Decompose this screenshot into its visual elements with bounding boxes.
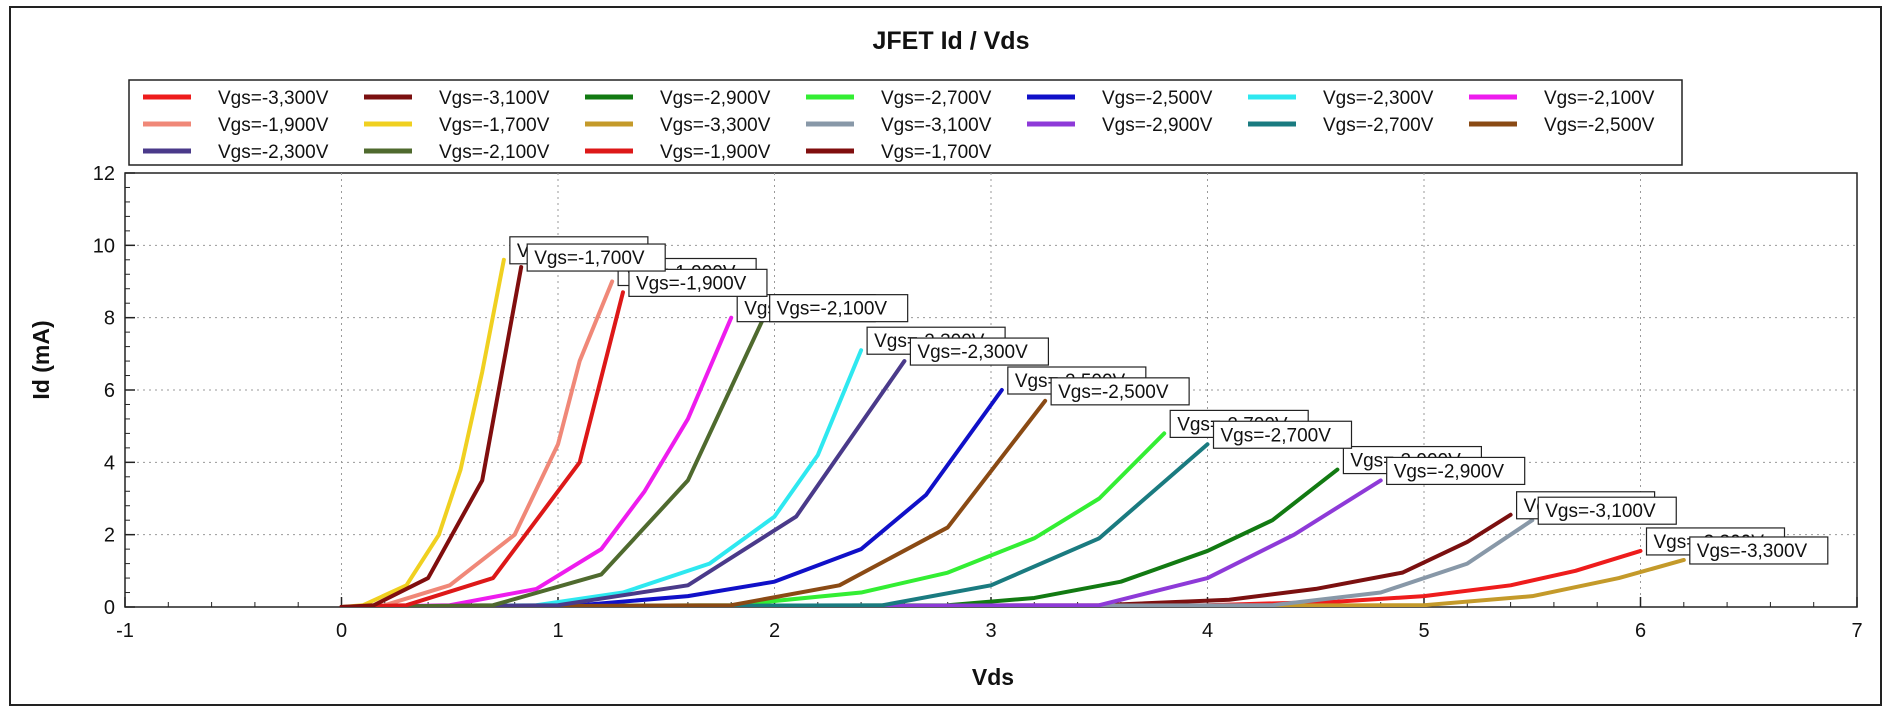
legend-item: Vgs=-2,100V: [364, 142, 550, 163]
x-tick-label: 6: [1635, 620, 1646, 642]
y-tick-label: 2: [104, 525, 115, 547]
x-tick-label: -1: [116, 620, 134, 642]
legend-label: Vgs=-3,100V: [439, 88, 550, 109]
legend-label: Vgs=-2,100V: [1544, 88, 1655, 109]
label-text: Vgs=-2,500V: [1058, 382, 1169, 403]
series-line: [339, 431, 1167, 607]
label-text: Vgs=-2,900V: [1394, 461, 1505, 482]
label-box: [1689, 536, 1829, 565]
y-tick-label: 8: [104, 308, 115, 330]
legend-label: Vgs=-3,100V: [881, 115, 992, 136]
series-end-label: Vgs=-3,300V: [1689, 536, 1829, 565]
legend-label: Vgs=-1,700V: [439, 115, 550, 136]
legend-item: Vgs=-3,300V: [585, 115, 771, 136]
legend-item: Vgs=-2,100V: [1469, 88, 1655, 109]
label-text: Vgs=-1,700V: [534, 248, 645, 269]
legend: Vgs=-3,300V Vgs=-3,100V Vgs=-2,900V Vgs=-2,…: [128, 79, 1683, 166]
label-text: Vgs=-3,300V: [1697, 541, 1808, 562]
label-text: Vgs=-2,100V: [777, 299, 888, 320]
legend-item: Vgs=-2,700V: [1248, 115, 1434, 136]
series-end-label: Vgs=-2,300V: [909, 337, 1050, 366]
legend-item: Vgs=-2,300V: [143, 142, 329, 163]
series-end-label: Vgs=-3,100V: [1537, 496, 1677, 525]
series-end-label: Vgs=-2,900V: [1386, 456, 1526, 486]
legend-label: Vgs=-2,300V: [218, 142, 329, 163]
legend-item: Vgs=-2,300V: [1248, 88, 1434, 109]
legend-item: Vgs=-2,700V: [806, 88, 992, 109]
legend-item: Vgs=-1,700V: [806, 142, 992, 163]
chart-title: JFET Id / Vds: [873, 27, 1030, 55]
legend-label: Vgs=-2,900V: [660, 88, 771, 109]
y-tick-label: 10: [93, 235, 115, 257]
label-text: Vgs=-1,900V: [636, 273, 747, 294]
series-line: [339, 265, 524, 607]
y-tick-label: 12: [93, 163, 115, 185]
legend-label: Vgs=-2,700V: [881, 88, 992, 109]
series-line: [339, 398, 1048, 607]
legend-item: Vgs=-2,500V: [1469, 115, 1655, 136]
legend-item: Vgs=-3,300V: [143, 88, 329, 109]
series-line: [339, 290, 625, 607]
x-tick-label: 1: [552, 620, 563, 642]
legend-label: Vgs=-1,700V: [881, 142, 992, 163]
data-labels: Vgs=-3,300V Vgs=-3,100V Vgs=-2,900V Vgs=-2,…: [509, 236, 1829, 565]
y-tick-label: 6: [104, 380, 115, 402]
legend-label: Vgs=-2,700V: [1323, 115, 1434, 136]
series-end-label: Vgs=-2,100V: [769, 294, 909, 323]
series-end-label: Vgs=-1,700V: [526, 243, 666, 272]
y-tick-label: 0: [104, 597, 115, 619]
label-box: [1212, 420, 1353, 449]
chart-frame: JFET Id / Vds Vgs=-3,300V Vgs=-3,100V Vgs=…: [9, 6, 1882, 706]
legend-item: Vgs=-3,100V: [806, 115, 992, 136]
y-tick-label: 4: [104, 452, 115, 474]
legend-label: Vgs=-2,300V: [1323, 88, 1434, 109]
legend-label: Vgs=-2,500V: [1102, 88, 1213, 109]
legend-item: Vgs=-1,900V: [585, 142, 771, 163]
x-tick-label: 0: [336, 620, 347, 642]
series-line: [339, 315, 766, 607]
label-text: Vgs=-2,300V: [917, 342, 1028, 363]
series-end-label: Vgs=-2,500V: [1050, 377, 1190, 406]
legend-label: Vgs=-3,300V: [218, 88, 329, 109]
legend-item: Vgs=-2,900V: [585, 88, 771, 109]
legend-item: Vgs=-2,900V: [1027, 115, 1213, 136]
x-tick-label: 7: [1851, 620, 1862, 642]
legend-label: Vgs=-1,900V: [660, 142, 771, 163]
label-box: [1537, 496, 1677, 525]
label-box: [1050, 377, 1190, 406]
legend-label: Vgs=-2,100V: [439, 142, 550, 163]
series-line: [339, 279, 615, 607]
x-axis-label: Vds: [972, 664, 1014, 690]
label-box: [909, 337, 1050, 366]
series-end-label: Vgs=-1,900V: [628, 268, 768, 297]
legend-label: Vgs=-3,300V: [660, 115, 771, 136]
x-tick-label: 2: [769, 620, 780, 642]
label-box: [526, 243, 666, 272]
label-box: [628, 268, 768, 297]
legend-label: Vgs=-2,500V: [1544, 115, 1655, 136]
legend-item: Vgs=-1,700V: [364, 115, 550, 136]
label-box: [1386, 456, 1526, 486]
legend-item: Vgs=-3,100V: [364, 88, 550, 109]
label-text: Vgs=-3,100V: [1545, 501, 1656, 522]
jfet-chart: JFET Id / Vds Vgs=-3,300V Vgs=-3,100V Vgs=…: [28, 27, 1863, 690]
series-line: [339, 359, 907, 607]
y-axis-label: Id (mA): [28, 320, 54, 399]
x-tick-label: 3: [985, 620, 996, 642]
label-text: Vgs=-2,700V: [1221, 425, 1332, 446]
series-lines: [339, 257, 1686, 607]
x-tick-label: 4: [1202, 620, 1213, 642]
series-line: [339, 257, 506, 607]
legend-item: Vgs=-1,900V: [143, 115, 329, 136]
x-tick-label: 5: [1418, 620, 1429, 642]
plot-area: -1 0 1 2 3 4 5 6 7024681012Vgs=-3,300VVgs=-3,100…: [93, 163, 1863, 642]
legend-label: Vgs=-2,900V: [1102, 115, 1213, 136]
legend-item: Vgs=-2,500V: [1027, 88, 1213, 109]
label-box: [769, 294, 909, 323]
legend-label: Vgs=-1,900V: [218, 115, 329, 136]
series-end-label: Vgs=-2,700V: [1212, 420, 1353, 449]
